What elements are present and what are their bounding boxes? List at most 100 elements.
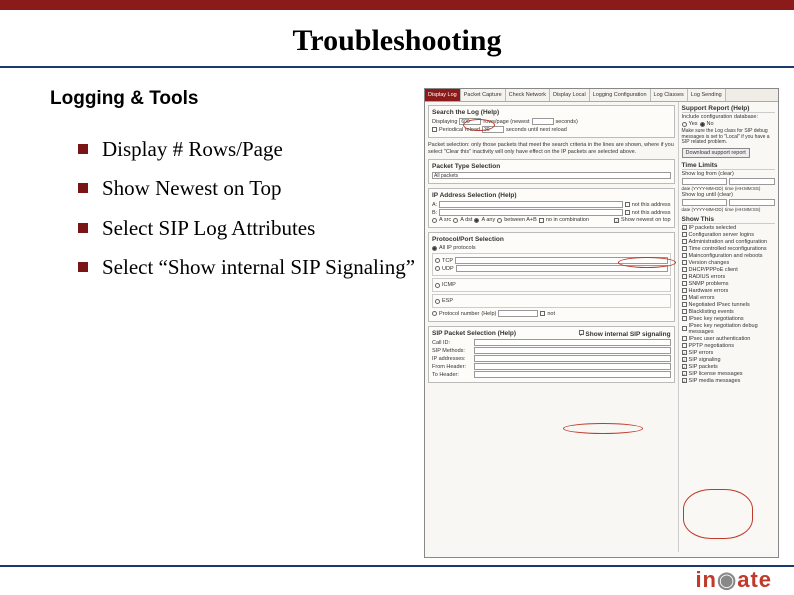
help-link[interactable]: (Help) — [498, 192, 516, 199]
show-this-check[interactable] — [682, 225, 687, 230]
tab-check-network[interactable]: Check Network — [506, 89, 550, 101]
ss-side-column: Support Report (Help) Include configurat… — [679, 102, 778, 552]
show-this-check[interactable] — [682, 288, 687, 293]
no-radio[interactable] — [700, 122, 705, 127]
until-time-input[interactable] — [729, 199, 775, 206]
show-this-label: Mail errors — [689, 295, 715, 301]
show-this-label: SIP license messages — [689, 371, 743, 377]
show-this-label: DHCP/PPPoE client — [689, 267, 738, 273]
methods-input[interactable] — [474, 347, 671, 354]
from-time-input[interactable] — [729, 178, 775, 185]
show-this-check[interactable] — [682, 274, 687, 279]
show-internal-check[interactable] — [579, 330, 584, 335]
proto-udp-radio[interactable] — [435, 266, 440, 271]
show-this-check[interactable] — [682, 246, 687, 251]
ipaddr-input[interactable] — [474, 355, 671, 362]
yes-radio[interactable] — [682, 122, 687, 127]
tab-log-sending[interactable]: Log Sending — [688, 89, 726, 101]
bullet-icon — [78, 262, 88, 272]
proto-not-check[interactable] — [540, 311, 545, 316]
show-this-item: SIP signaling — [682, 357, 775, 363]
show-this-check[interactable] — [682, 378, 687, 383]
proto-num-input[interactable] — [498, 310, 538, 317]
show-this-check[interactable] — [682, 309, 687, 314]
tab-packet-capture[interactable]: Packet Capture — [461, 89, 506, 101]
show-this-title: Show This — [682, 216, 775, 224]
tcp-port[interactable] — [455, 257, 668, 264]
radio-a-src[interactable] — [432, 218, 437, 223]
not-b-check[interactable] — [625, 210, 630, 215]
include-label: Include configuration database: — [682, 114, 775, 120]
show-this-check[interactable] — [682, 281, 687, 286]
show-this-item: Configuration server logins — [682, 232, 775, 238]
tab-log-classes[interactable]: Log Classes — [651, 89, 688, 101]
from-date-input[interactable] — [682, 178, 728, 185]
show-this-item: RADIUS errors — [682, 274, 775, 280]
time-title: Time Limits — [682, 162, 775, 170]
show-this-check[interactable] — [682, 371, 687, 376]
sip-r1: SIP Methods: — [432, 348, 472, 354]
from-input[interactable] — [474, 363, 671, 370]
udp-port[interactable] — [456, 265, 668, 272]
callid-input[interactable] — [474, 339, 671, 346]
periodic-check[interactable] — [432, 127, 437, 132]
rows-label: rows/page (newest — [483, 119, 529, 125]
help-link[interactable]: (Help) — [498, 330, 516, 337]
ss-main-column: Search the Log (Help) Displaying 600 row… — [425, 102, 679, 552]
show-this-check[interactable] — [682, 343, 687, 348]
show-this-check[interactable] — [682, 350, 687, 355]
show-newest-check[interactable] — [614, 218, 619, 223]
proto-tcp-radio[interactable] — [435, 258, 440, 263]
proto-num-radio[interactable] — [432, 311, 437, 316]
proto-esp-radio[interactable] — [435, 299, 440, 304]
bullet-item: Show Newest on Top — [78, 175, 420, 202]
sip-r4: To Header: — [432, 372, 472, 378]
show-this-label: RADIUS errors — [689, 274, 726, 280]
r0: A src — [439, 217, 451, 223]
tab-display-log[interactable]: Display Log — [425, 89, 461, 101]
radio-between[interactable] — [497, 218, 502, 223]
until-label: Show log until (clear) — [682, 192, 775, 198]
periodic-input[interactable]: 30 — [482, 126, 504, 133]
download-btn[interactable]: Download support report — [682, 148, 750, 158]
help-link[interactable]: (Help) — [731, 105, 749, 112]
radio-a-dst[interactable] — [453, 218, 458, 223]
show-this-check[interactable] — [682, 253, 687, 258]
newest-input[interactable] — [532, 118, 554, 125]
tab-display-local[interactable]: Display Local — [550, 89, 590, 101]
show-this-check[interactable] — [682, 295, 687, 300]
b-input[interactable] — [439, 209, 623, 216]
left-column: Logging & Tools Display # Rows/Page Show… — [50, 88, 420, 558]
show-this-label: Hardware errors — [689, 288, 729, 294]
show-this-check[interactable] — [682, 239, 687, 244]
show-this-label: SIP media messages — [689, 378, 741, 384]
ss-tab-bar: Display Log Packet Capture Check Network… — [425, 89, 778, 102]
tab-logging-config[interactable]: Logging Configuration — [590, 89, 651, 101]
proto-all-radio[interactable] — [432, 246, 437, 251]
rows-input[interactable]: 600 — [459, 118, 481, 125]
help-link[interactable]: (Help) — [481, 311, 496, 317]
show-this-check[interactable] — [682, 302, 687, 307]
show-this-check[interactable] — [682, 232, 687, 237]
help-link[interactable]: (Help) — [481, 109, 499, 116]
show-this-check[interactable] — [682, 267, 687, 272]
show-this-check[interactable] — [682, 364, 687, 369]
show-this-check[interactable] — [682, 260, 687, 265]
show-this-check[interactable] — [682, 336, 687, 341]
show-this-check[interactable] — [682, 316, 687, 321]
show-this-check[interactable] — [682, 357, 687, 362]
to-input[interactable] — [474, 371, 671, 378]
nocombo-check[interactable] — [539, 218, 544, 223]
show-this-item: IP packets selected — [682, 225, 775, 231]
radio-a-any[interactable] — [474, 218, 479, 223]
until-date-input[interactable] — [682, 199, 728, 206]
show-this-check[interactable] — [682, 326, 687, 331]
packet-type-select[interactable]: All packets — [432, 172, 671, 179]
proto-icmp-radio[interactable] — [435, 283, 440, 288]
show-this-label: Mainconfiguration and reboots — [689, 253, 763, 259]
sip-title: SIP Packet Selection — [432, 330, 496, 337]
a-input[interactable] — [439, 201, 623, 208]
bullet-list: Display # Rows/Page Show Newest on Top S… — [50, 136, 420, 281]
show-this-label: Configuration server logins — [689, 232, 754, 238]
not-a-check[interactable] — [625, 202, 630, 207]
